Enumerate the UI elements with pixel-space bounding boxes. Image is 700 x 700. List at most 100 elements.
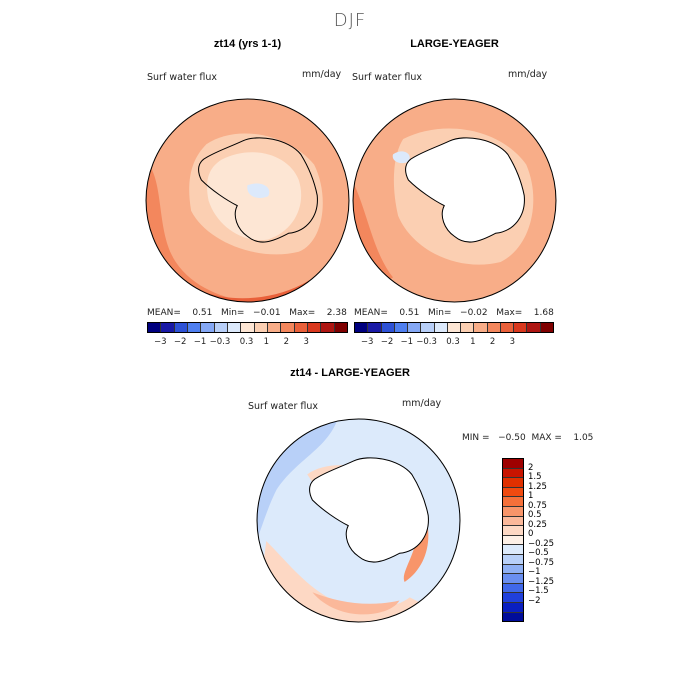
colorbar-swatch bbox=[334, 323, 347, 332]
colorbar-swatch bbox=[503, 612, 523, 622]
panel1-field-patch bbox=[247, 183, 270, 198]
colorbar-tick-label: −0.3 bbox=[209, 337, 231, 347]
colorbar-swatch bbox=[503, 602, 523, 613]
colorbar-swatch bbox=[503, 554, 523, 565]
panel1-antarctica-outline bbox=[198, 137, 318, 243]
colorbar-swatch bbox=[421, 323, 435, 332]
colorbar-swatch bbox=[148, 323, 162, 332]
panel1-map-border bbox=[145, 98, 350, 303]
panel2-stats: MEAN= 0.51 Min= −0.02 Max= 1.68 bbox=[354, 308, 554, 318]
panel1-field-label: Surf water flux bbox=[147, 72, 218, 83]
colorbar-swatch bbox=[381, 323, 395, 332]
colorbar-swatch bbox=[294, 323, 308, 332]
colorbar-swatch bbox=[187, 323, 202, 332]
colorbar-tick-label: −1 bbox=[400, 337, 414, 347]
colorbar-tick-label: 3 bbox=[303, 337, 309, 347]
colorbar-swatch bbox=[474, 323, 488, 332]
colorbar-tick-label: −0.75 bbox=[528, 557, 555, 568]
panel3-stats: MIN = −0.50 MAX = 1.05 bbox=[462, 433, 594, 443]
panel3-field-label: Surf water flux bbox=[248, 401, 319, 412]
panel1-polar-map bbox=[145, 98, 350, 303]
colorbar-swatch bbox=[500, 323, 515, 332]
colorbar-swatch bbox=[503, 583, 523, 594]
panel2-field-label: Surf water flux bbox=[352, 72, 423, 83]
panel1-field-patch bbox=[146, 159, 268, 302]
colorbar-swatch bbox=[514, 323, 528, 332]
colorbar-swatch bbox=[503, 459, 523, 469]
colorbar-tick-label: −0.25 bbox=[528, 538, 555, 549]
colorbar-tick-label: −3 bbox=[154, 337, 167, 347]
colorbar-swatch bbox=[503, 593, 523, 603]
colorbar-tick-label: −0.3 bbox=[416, 337, 437, 347]
colorbar-tick-label: −2 bbox=[380, 337, 394, 347]
colorbar-tick-label: −1 bbox=[528, 567, 541, 578]
colorbar-swatch bbox=[307, 323, 322, 332]
colorbar-swatch bbox=[267, 323, 282, 332]
panel3-polar-map bbox=[256, 418, 461, 623]
colorbar-tick-label: −0.5 bbox=[528, 548, 549, 559]
colorbar-tick-label: −1 bbox=[193, 337, 207, 347]
colorbar-swatch bbox=[540, 323, 553, 332]
colorbar-swatch bbox=[527, 323, 541, 332]
panel1-colorbar-ticks: −3 −2 −1 −0.3 0.3 1 2 3 bbox=[147, 337, 346, 347]
colorbar-swatch bbox=[368, 323, 382, 332]
panel2-field-patch bbox=[392, 151, 410, 164]
panel3-units: mm/day bbox=[402, 398, 442, 409]
panel2-colorbar-ticks: −3 −2 −1 −0.3 0.3 1 2 3 bbox=[354, 337, 552, 347]
colorbar-swatch bbox=[174, 323, 188, 332]
colorbar-swatch bbox=[503, 468, 523, 479]
colorbar-swatch bbox=[503, 564, 523, 575]
panel2-antarctica-mask bbox=[405, 137, 525, 243]
colorbar-tick-label: −2 bbox=[528, 595, 541, 606]
colorbar-tick-label: 1.25 bbox=[528, 481, 547, 492]
colorbar-tick-label: 0 bbox=[528, 529, 534, 540]
colorbar-swatch bbox=[503, 487, 523, 498]
colorbar-tick-label: −1.5 bbox=[528, 586, 549, 597]
colorbar-tick-label: 0.75 bbox=[528, 500, 547, 511]
colorbar-swatch bbox=[503, 526, 523, 536]
colorbar-tick-label: 2 bbox=[528, 462, 534, 473]
colorbar-swatch bbox=[447, 323, 462, 332]
panel2-title: LARGE-YEAGER bbox=[410, 38, 499, 50]
colorbar-tick-label: −2 bbox=[173, 337, 187, 347]
colorbar-swatch bbox=[201, 323, 215, 332]
panel3-field-patch bbox=[312, 592, 400, 615]
colorbar-swatch bbox=[355, 323, 369, 332]
colorbar-swatch bbox=[434, 323, 448, 332]
colorbar-swatch bbox=[503, 574, 523, 584]
panel2-map-border bbox=[352, 98, 557, 303]
colorbar-tick-label: 1 bbox=[528, 491, 534, 502]
panel2-polar-map bbox=[352, 98, 557, 303]
panel3-colorbar bbox=[502, 458, 524, 622]
colorbar-swatch bbox=[281, 323, 295, 332]
colorbar-swatch bbox=[503, 535, 523, 546]
colorbar-swatch bbox=[321, 323, 335, 332]
colorbar-tick-label: −1.25 bbox=[528, 576, 555, 587]
colorbar-tick-label: 1.5 bbox=[528, 472, 542, 483]
colorbar-swatch bbox=[408, 323, 422, 332]
colorbar-swatch bbox=[503, 516, 523, 527]
panel3-antarctica-mask bbox=[309, 457, 429, 563]
colorbar-swatch bbox=[254, 323, 268, 332]
colorbar-swatch bbox=[503, 545, 523, 555]
colorbar-tick-label: 2 bbox=[283, 337, 290, 347]
colorbar-tick-label: 3 bbox=[509, 337, 516, 347]
colorbar-swatch bbox=[487, 323, 501, 332]
colorbar-tick-label: 0.3 bbox=[239, 337, 254, 347]
colorbar-swatch bbox=[503, 478, 523, 488]
panel3-title: zt14 - LARGE-YEAGER bbox=[290, 367, 410, 379]
panel1-units: mm/day bbox=[302, 69, 342, 80]
colorbar-swatch bbox=[503, 506, 523, 517]
panel2-units: mm/day bbox=[508, 69, 548, 80]
colorbar-tick-label: −3 bbox=[360, 337, 374, 347]
season-title: DJF bbox=[333, 10, 367, 31]
panel3-colorbar-ticks: 2 1.5 1.25 1 0.75 0.5 0.25 0 −0.25 −0.5 −0.75 −1 −1.… bbox=[528, 458, 588, 620]
colorbar-swatch bbox=[161, 323, 175, 332]
panel1-stats: MEAN= 0.51 Min= −0.01 Max= 2.38 bbox=[147, 308, 347, 318]
panel3-field-patch bbox=[257, 541, 460, 622]
colorbar-tick-label: 1 bbox=[263, 337, 270, 347]
colorbar-tick-label: 0.3 bbox=[446, 337, 460, 347]
colorbar-swatch bbox=[214, 323, 228, 332]
panel2-colorbar bbox=[354, 322, 554, 333]
colorbar-tick-label: 0.25 bbox=[528, 519, 547, 530]
